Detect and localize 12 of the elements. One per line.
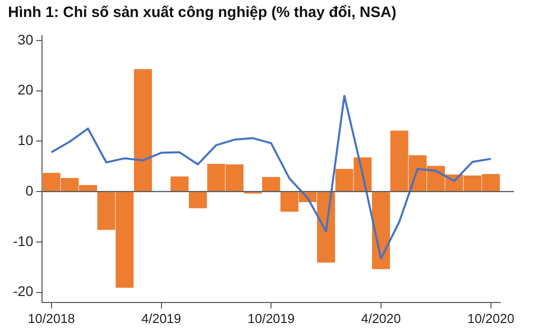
x-tick-label: 10/2020 xyxy=(467,310,514,326)
y-tick-label: 10 xyxy=(18,132,34,148)
y-tick-label: 20 xyxy=(18,82,34,98)
x-tick-label: 10/2019 xyxy=(248,310,295,326)
x-tick-label: 10/2018 xyxy=(28,310,75,326)
x-tick-label: 4/2020 xyxy=(361,310,401,326)
chart-title: Hình 1: Chỉ số sản xuất công nghiệp (% thay đổi, NSA) xyxy=(8,4,398,23)
y-tick-label: -10 xyxy=(13,232,34,249)
y-tick-label: 30 xyxy=(18,31,34,48)
y-tick-label: -20 xyxy=(13,283,34,300)
y-tick-label: 0 xyxy=(25,182,34,198)
x-tick-label: 4/2019 xyxy=(141,310,182,326)
